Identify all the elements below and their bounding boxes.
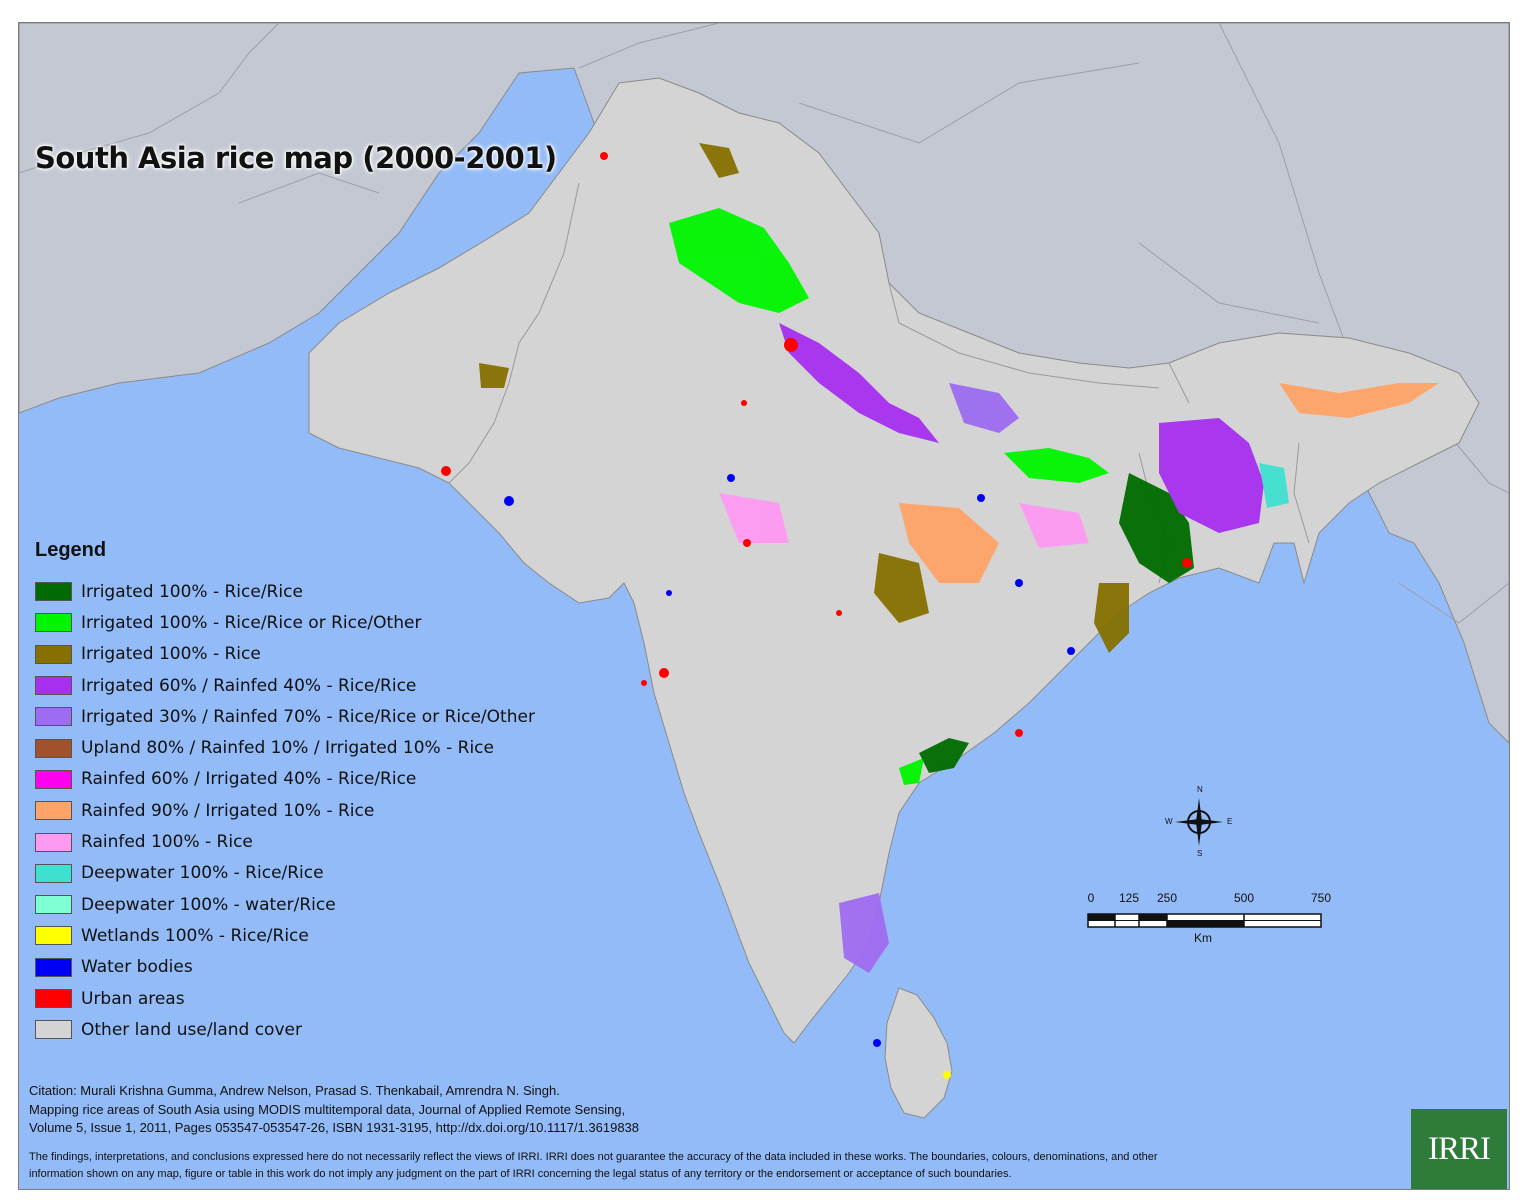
legend-swatch bbox=[35, 832, 72, 852]
rice-map bbox=[19, 23, 1509, 1189]
legend-label: Irrigated 100% - Rice bbox=[81, 644, 261, 665]
legend-swatch bbox=[35, 769, 72, 789]
scale-bar: 0 125 250 500 750 Km bbox=[1087, 891, 1347, 951]
legend-item: Upland 80% / Rainfed 10% / Irrigated 10%… bbox=[35, 732, 535, 763]
legend-swatch bbox=[35, 801, 72, 821]
legend-item: Irrigated 60% / Rainfed 40% - Rice/Rice bbox=[35, 670, 535, 701]
scale-tick-label: 125 bbox=[1118, 891, 1140, 905]
legend-swatch bbox=[35, 644, 72, 664]
compass-rose-icon bbox=[1175, 798, 1223, 846]
legend-label: Deepwater 100% - Rice/Rice bbox=[81, 863, 324, 884]
map-frame: South Asia rice map (2000-2001) Legend I… bbox=[18, 22, 1510, 1190]
legend-label: Irrigated 30% / Rainfed 70% - Rice/Rice … bbox=[81, 706, 535, 727]
citation-line: Mapping rice areas of South Asia using M… bbox=[29, 1101, 626, 1117]
legend-label: Irrigated 100% - Rice/Rice bbox=[81, 581, 303, 602]
legend-label: Rainfed 100% - Rice bbox=[81, 832, 253, 853]
legend-swatch bbox=[35, 613, 72, 633]
legend-swatch bbox=[35, 895, 72, 915]
scale-unit-label: Km bbox=[1194, 931, 1212, 945]
water-bodies bbox=[504, 474, 1075, 1047]
legend-swatch bbox=[35, 957, 72, 977]
scale-tick-label: 250 bbox=[1156, 891, 1178, 905]
irri-logo: IRRI bbox=[1411, 1109, 1507, 1189]
legend-label: Rainfed 60% / Irrigated 40% - Rice/Rice bbox=[81, 769, 417, 790]
urban-areas bbox=[441, 152, 1192, 737]
legend-title: Legend bbox=[35, 539, 107, 561]
map-title: South Asia rice map (2000-2001) bbox=[35, 141, 557, 175]
legend-item: Irrigated 100% - Rice/Rice bbox=[35, 576, 535, 607]
legend-label: Wetlands 100% - Rice/Rice bbox=[81, 925, 309, 946]
compass-w-label: W bbox=[1165, 817, 1173, 826]
land-sri-lanka bbox=[884, 987, 953, 1119]
disclaimer-line: information shown on any map, figure or … bbox=[29, 1168, 1012, 1180]
legend-item: Other land use/land cover bbox=[35, 1014, 535, 1045]
legend-label: Irrigated 60% / Rainfed 40% - Rice/Rice bbox=[81, 675, 417, 696]
scale-tick-label: 0 bbox=[1087, 891, 1095, 905]
citation-line: Citation: Murali Krishna Gumma, Andrew N… bbox=[29, 1083, 560, 1098]
disclaimer-block: The findings, interpretations, and concl… bbox=[29, 1149, 1349, 1183]
legend-item: Irrigated 100% - Rice/Rice or Rice/Other bbox=[35, 607, 535, 638]
legend-swatch bbox=[35, 707, 72, 727]
legend-label: Water bodies bbox=[81, 957, 193, 978]
legend-label: Upland 80% / Rainfed 10% / Irrigated 10%… bbox=[81, 738, 494, 759]
legend-label: Urban areas bbox=[81, 988, 185, 1009]
legend-swatch bbox=[35, 1020, 72, 1040]
legend-swatch bbox=[35, 676, 72, 696]
legend-swatch bbox=[35, 582, 72, 602]
citation-block: Citation: Murali Krishna Gumma, Andrew N… bbox=[29, 1082, 749, 1138]
legend-swatch bbox=[35, 863, 72, 883]
neighbor-borders bbox=[19, 23, 1509, 624]
compass-e-label: E bbox=[1227, 817, 1233, 826]
legend-item: Rainfed 60% / Irrigated 40% - Rice/Rice bbox=[35, 764, 535, 795]
legend-item: Deepwater 100% - Rice/Rice bbox=[35, 858, 535, 889]
legend-items: Irrigated 100% - Rice/Rice Irrigated 100… bbox=[35, 576, 535, 1045]
citation-line[interactable]: Volume 5, Issue 1, 2011, Pages 053547-05… bbox=[29, 1120, 640, 1135]
legend-item: Urban areas bbox=[35, 983, 535, 1014]
legend: Legend Irrigated 100% - Rice/Rice Irriga… bbox=[35, 539, 535, 1045]
legend-item: Rainfed 100% - Rice bbox=[35, 826, 535, 857]
compass-s-label: S bbox=[1197, 849, 1203, 858]
rice-class-areas bbox=[479, 143, 1439, 973]
scale-tick-label: 750 bbox=[1310, 891, 1332, 905]
scale-tick-label: 500 bbox=[1233, 891, 1255, 905]
compass-rose: N S E W bbox=[1165, 785, 1233, 862]
legend-label: Other land use/land cover bbox=[81, 1019, 302, 1040]
legend-item: Water bodies bbox=[35, 952, 535, 983]
legend-item: Deepwater 100% - water/Rice bbox=[35, 889, 535, 920]
disclaimer-line: The findings, interpretations, and concl… bbox=[29, 1151, 1158, 1163]
legend-item: Irrigated 30% / Rainfed 70% - Rice/Rice … bbox=[35, 701, 535, 732]
legend-item: Rainfed 90% / Irrigated 10% - Rice bbox=[35, 795, 535, 826]
legend-swatch bbox=[35, 738, 72, 758]
legend-label: Rainfed 90% / Irrigated 10% - Rice bbox=[81, 800, 375, 821]
compass-n-label: N bbox=[1197, 785, 1203, 794]
wetland-spot bbox=[943, 1071, 951, 1079]
legend-label: Deepwater 100% - water/Rice bbox=[81, 894, 336, 915]
legend-label: Irrigated 100% - Rice/Rice or Rice/Other bbox=[81, 612, 422, 633]
legend-item: Wetlands 100% - Rice/Rice bbox=[35, 920, 535, 951]
irri-logo-text: IRRI bbox=[1428, 1130, 1491, 1167]
scale-bar-graphic bbox=[1087, 913, 1322, 928]
legend-item: Irrigated 100% - Rice bbox=[35, 639, 535, 670]
legend-swatch bbox=[35, 989, 72, 1008]
legend-swatch bbox=[35, 926, 72, 946]
